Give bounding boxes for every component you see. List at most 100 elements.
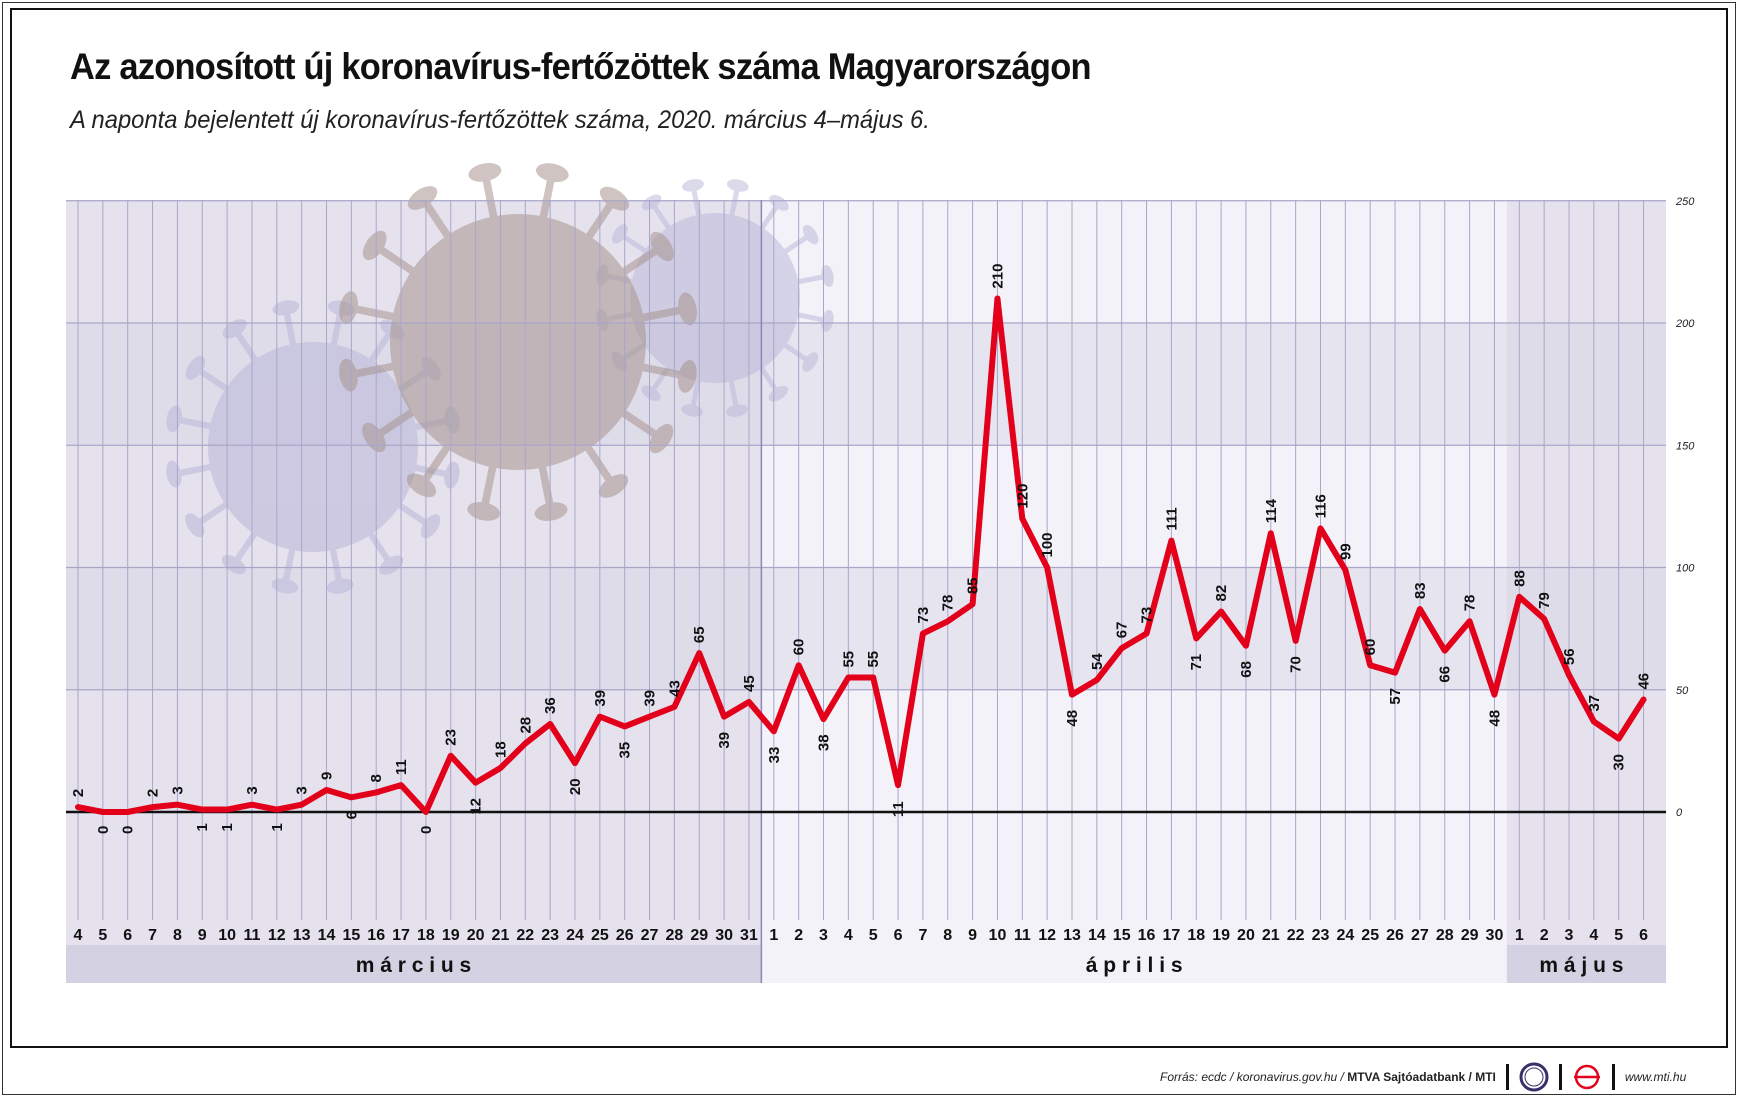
may-shade <box>1506 200 1666 983</box>
y-tick-label: 150 <box>1676 440 1695 452</box>
data-label: 23 <box>443 729 460 746</box>
x-tick-label: 12 <box>268 927 286 944</box>
x-tick-label: 11 <box>1014 927 1031 944</box>
data-label: 70 <box>1288 656 1305 673</box>
x-tick-label: 30 <box>715 927 733 944</box>
data-label: 55 <box>840 651 857 668</box>
x-tick-label: 1 <box>769 927 778 944</box>
source-prefix: Forrás: ecdc / koronavirus.gov.hu / <box>1160 1070 1348 1084</box>
data-label: 2 <box>145 789 162 797</box>
data-label: 3 <box>244 786 261 794</box>
data-label: 73 <box>1139 607 1156 624</box>
data-label: 85 <box>965 577 982 594</box>
x-tick-label: 18 <box>417 927 435 944</box>
data-label: 55 <box>865 651 882 668</box>
data-label: 12 <box>468 798 485 815</box>
x-tick-label: 13 <box>293 927 311 944</box>
mtva-logo-icon <box>1519 1062 1549 1092</box>
large-virus <box>339 163 697 521</box>
virus-spike-tip <box>726 179 749 192</box>
x-tick-label: 17 <box>392 927 410 944</box>
x-tick-label: 7 <box>918 927 927 944</box>
virus-spike-tip <box>769 194 789 211</box>
x-tick-label: 20 <box>467 927 485 944</box>
data-label: 65 <box>691 626 708 643</box>
x-tick-label: 29 <box>690 927 708 944</box>
chart-grid <box>66 200 1666 983</box>
virus-body <box>390 214 646 470</box>
data-label: 2 <box>70 789 87 797</box>
x-tick-label: 24 <box>1336 927 1354 944</box>
x-tick-label: 25 <box>1361 927 1379 944</box>
virus-spike-tip <box>534 502 568 521</box>
virus-spike-tip <box>726 404 748 417</box>
source-bold: MTVA Sajtóadatbank / MTI <box>1347 1070 1496 1084</box>
data-label: 11 <box>393 759 410 775</box>
virus-spike-tip <box>802 224 819 245</box>
y-axis-ticks: 0 50 100 150 200 250 <box>1675 196 1695 819</box>
data-label: 116 <box>1313 494 1330 518</box>
x-tick-label: 5 <box>98 927 107 944</box>
x-tick-label: 26 <box>616 927 634 944</box>
coronavirus-illustration <box>166 163 834 594</box>
x-tick-label: 3 <box>819 927 828 944</box>
virus-spike-tip <box>649 423 674 454</box>
x-tick-label: 3 <box>1565 927 1574 944</box>
virus-spike-tip <box>166 405 182 433</box>
data-label: 99 <box>1337 543 1354 560</box>
x-tick-label: 5 <box>869 927 878 944</box>
data-label: 120 <box>1014 484 1031 509</box>
data-label: 38 <box>816 734 833 751</box>
virus-body <box>208 342 418 552</box>
y-tick-label: 50 <box>1676 685 1689 697</box>
series-line <box>75 295 1647 815</box>
data-label: 45 <box>741 675 758 692</box>
x-tick-label: 12 <box>1038 927 1056 944</box>
data-labels: 20 02 31 1313968110231218283620393539436539… <box>70 264 1653 834</box>
data-label: 0 <box>418 826 435 834</box>
data-label: 48 <box>1064 710 1081 727</box>
virus-spike-tip <box>598 474 629 498</box>
x-tick-label: 11 <box>243 927 260 944</box>
virus-spike-tip <box>272 300 300 316</box>
x-tick-label: 25 <box>591 927 609 944</box>
data-label: 48 <box>1486 710 1503 727</box>
x-tick-label: 16 <box>1138 927 1156 944</box>
data-label: 8 <box>368 774 385 782</box>
x-tick-label: 20 <box>1237 927 1255 944</box>
data-label: 39 <box>592 690 609 707</box>
x-tick-label: 29 <box>1461 927 1479 944</box>
x-tick-label: 21 <box>492 927 510 944</box>
footer: Forrás: ecdc / koronavirus.gov.hu / MTVA… <box>1160 1062 1686 1092</box>
x-tick-label: 4 <box>1589 927 1598 944</box>
website-link[interactable]: www.mti.hu <box>1624 1070 1687 1084</box>
data-label: 60 <box>1362 639 1379 656</box>
data-label: 39 <box>642 690 659 707</box>
x-tick-label: 10 <box>218 927 236 944</box>
footer-separator <box>1611 1064 1615 1090</box>
virus-spike-tip <box>641 385 661 402</box>
footer-separator <box>1558 1064 1562 1090</box>
virus-spike-tip <box>535 163 569 183</box>
data-label: 18 <box>492 741 509 758</box>
data-label: 37 <box>1586 695 1603 712</box>
virus-spike-tip <box>407 186 438 210</box>
virus-spike-tip <box>599 186 630 211</box>
x-tick-label: 8 <box>943 927 952 944</box>
data-label: 9 <box>319 772 336 780</box>
data-label: 56 <box>1561 648 1578 665</box>
y-tick-label: 250 <box>1675 196 1695 208</box>
mti-logo-icon <box>1573 1064 1600 1090</box>
x-tick-label: 23 <box>541 927 559 944</box>
x-tick-label: 17 <box>1163 927 1181 944</box>
data-label: 54 <box>1089 653 1106 670</box>
data-label: 43 <box>666 680 683 697</box>
virus-spike-tip <box>678 292 697 326</box>
data-label: 35 <box>617 742 634 759</box>
virus-spike-tip <box>641 194 662 211</box>
x-tick-label: 27 <box>1411 927 1429 944</box>
data-label: 1 <box>269 823 286 831</box>
x-tick-label: 19 <box>1212 927 1230 944</box>
data-label: 20 <box>567 778 584 795</box>
